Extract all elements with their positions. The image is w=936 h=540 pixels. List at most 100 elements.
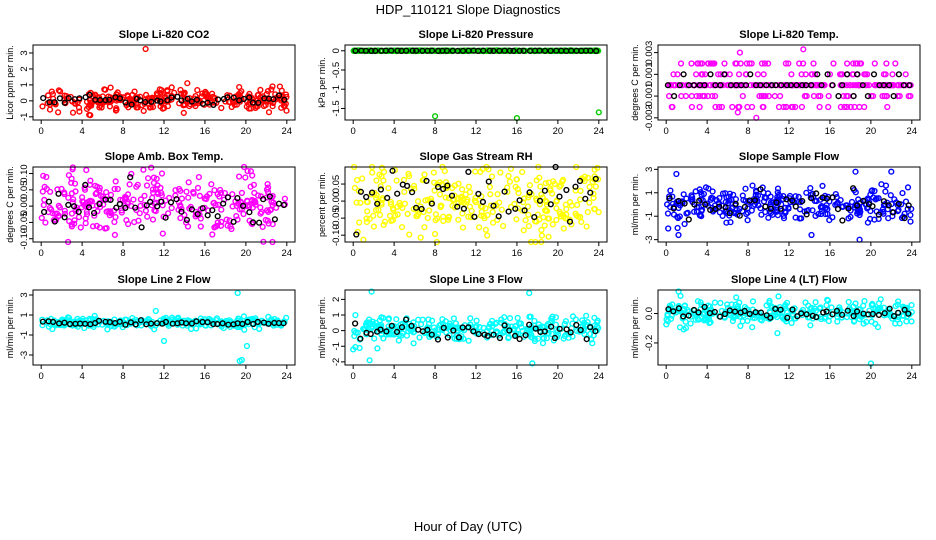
data-point bbox=[142, 98, 149, 106]
data-point bbox=[406, 231, 413, 238]
data-point bbox=[356, 219, 363, 226]
data-point bbox=[183, 320, 190, 327]
data-point bbox=[781, 208, 788, 215]
data-point bbox=[690, 208, 698, 215]
y-axis: -0.10-0.050.000.050.10 bbox=[19, 164, 33, 250]
data-point bbox=[38, 214, 45, 222]
data-point bbox=[847, 103, 854, 111]
data-point bbox=[158, 198, 165, 205]
data-point bbox=[748, 207, 755, 214]
data-point bbox=[368, 47, 375, 55]
data-point bbox=[780, 215, 788, 222]
data-point bbox=[792, 103, 799, 111]
data-point bbox=[843, 71, 851, 78]
data-point bbox=[82, 181, 89, 189]
data-point bbox=[363, 323, 370, 330]
x-tick-label: 16 bbox=[200, 371, 211, 382]
data-point bbox=[888, 82, 895, 89]
data-point bbox=[809, 312, 816, 319]
data-point bbox=[591, 314, 598, 321]
data-point bbox=[113, 105, 120, 112]
data-point bbox=[587, 47, 594, 54]
x-tick-label: 20 bbox=[866, 126, 877, 137]
data-point bbox=[695, 309, 702, 316]
panel-title: Slope Gas Stream RH bbox=[419, 151, 532, 163]
data-point bbox=[477, 47, 484, 54]
data-point bbox=[803, 311, 810, 318]
data-point bbox=[237, 89, 244, 97]
data-point bbox=[864, 71, 871, 78]
data-point bbox=[745, 200, 752, 208]
data-point bbox=[839, 217, 846, 224]
data-point bbox=[780, 196, 787, 203]
data-point bbox=[482, 226, 490, 233]
data-point bbox=[224, 194, 232, 201]
data-point bbox=[763, 302, 770, 309]
data-point bbox=[721, 71, 728, 78]
data-point bbox=[757, 82, 764, 89]
data-point bbox=[711, 299, 719, 306]
data-point bbox=[757, 309, 765, 316]
data-point bbox=[111, 231, 119, 239]
data-point bbox=[440, 324, 447, 331]
data-point bbox=[799, 82, 806, 89]
data-point bbox=[907, 218, 914, 225]
data-point bbox=[394, 190, 401, 197]
x-tick-label: 24 bbox=[594, 371, 605, 382]
data-point bbox=[516, 197, 523, 204]
data-point bbox=[694, 315, 701, 323]
data-point bbox=[132, 321, 139, 328]
data-point bbox=[240, 313, 248, 320]
data-point bbox=[725, 82, 733, 89]
data-point bbox=[688, 92, 695, 100]
data-point bbox=[383, 328, 390, 335]
data-point bbox=[566, 199, 574, 206]
data-point bbox=[763, 82, 770, 89]
data-point bbox=[699, 92, 706, 100]
data-point bbox=[845, 298, 852, 306]
data-point bbox=[372, 319, 379, 327]
data-point bbox=[106, 96, 113, 103]
y-axis-label: percent per min. bbox=[317, 172, 327, 237]
data-point bbox=[451, 182, 459, 189]
data-point bbox=[265, 320, 272, 327]
data-point bbox=[793, 82, 800, 89]
data-point bbox=[744, 217, 751, 224]
data-point bbox=[522, 332, 529, 339]
data-point bbox=[481, 331, 488, 338]
data-point bbox=[138, 224, 145, 231]
data-point bbox=[685, 216, 692, 223]
data-point bbox=[780, 103, 787, 111]
data-point bbox=[388, 47, 395, 54]
data-point bbox=[757, 186, 764, 193]
data-point bbox=[692, 188, 699, 195]
data-point bbox=[465, 213, 472, 220]
data-point bbox=[446, 213, 453, 220]
data-point bbox=[865, 82, 873, 89]
data-point bbox=[557, 182, 564, 189]
y-axis: -3 -1 1 3 bbox=[19, 292, 33, 359]
data-point bbox=[167, 199, 175, 206]
data-point bbox=[168, 94, 175, 101]
data-point bbox=[486, 183, 494, 191]
data-point bbox=[381, 218, 389, 225]
data-point bbox=[257, 86, 264, 94]
data-point bbox=[803, 92, 810, 100]
data-point bbox=[209, 207, 216, 214]
data-point bbox=[894, 301, 901, 308]
data-point bbox=[164, 103, 172, 110]
data-point bbox=[536, 216, 543, 223]
data-point bbox=[76, 95, 83, 102]
data-point bbox=[472, 168, 479, 175]
x-tick-label: 0 bbox=[664, 371, 669, 382]
data-point bbox=[880, 82, 887, 89]
data-point bbox=[184, 95, 191, 102]
data-point bbox=[100, 201, 107, 208]
data-point bbox=[808, 231, 815, 239]
data-point bbox=[369, 318, 376, 325]
data-point bbox=[65, 95, 72, 102]
data-point bbox=[114, 89, 121, 96]
data-point bbox=[373, 177, 380, 184]
data-point bbox=[856, 236, 863, 243]
